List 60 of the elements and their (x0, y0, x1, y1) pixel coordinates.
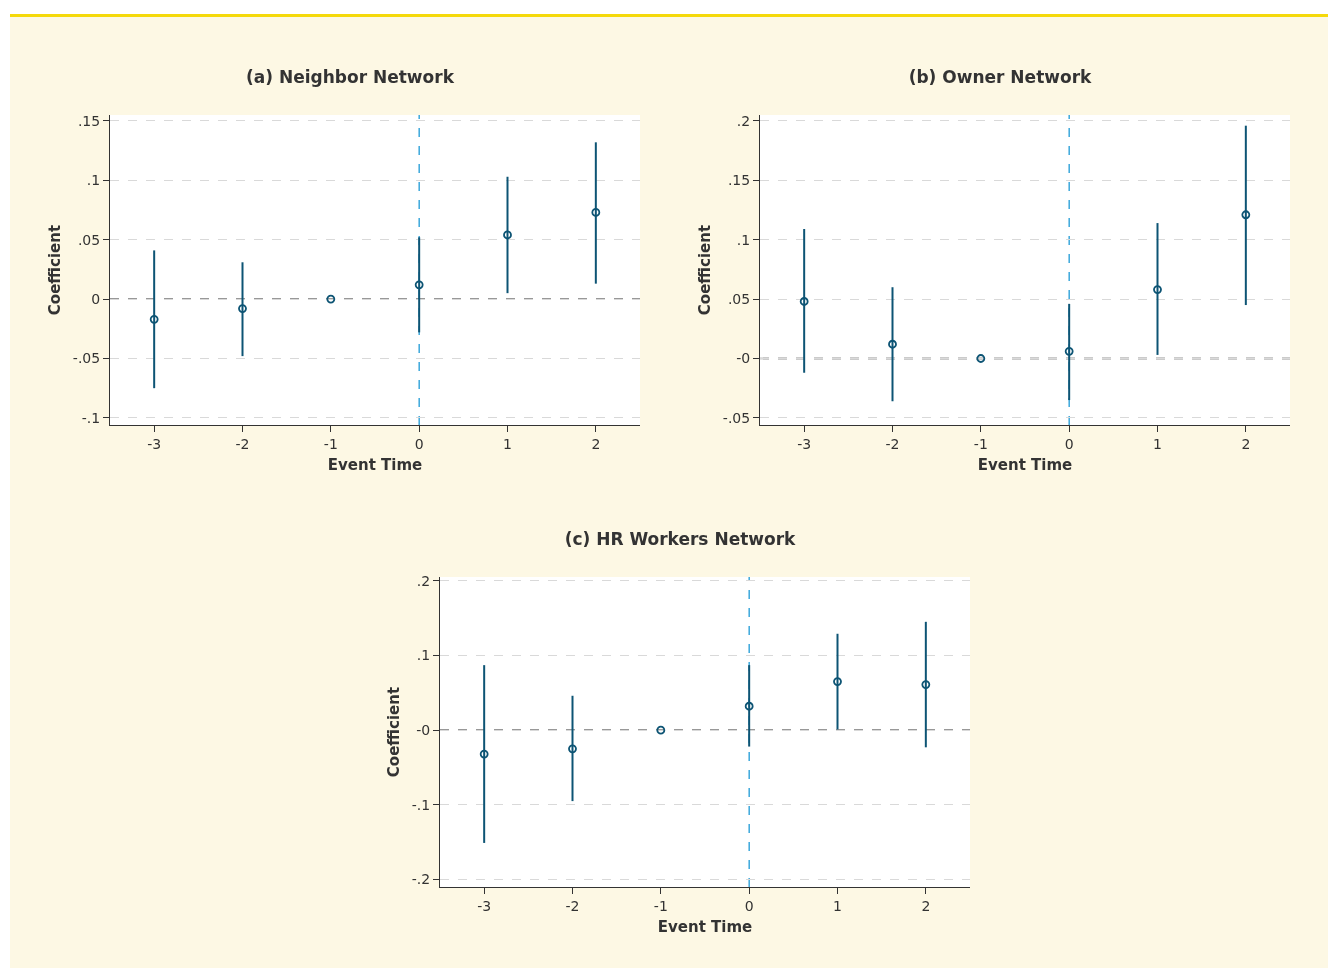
point (414, 280, 424, 290)
x-axis-title: Event Time (657, 917, 753, 936)
x-tick-label: -3 (797, 435, 812, 452)
x-tick-label: -1 (323, 435, 338, 452)
point (479, 749, 489, 759)
y-tick-label: .05 (77, 231, 101, 248)
x-axis-title: Event Time (977, 455, 1073, 474)
chart-title: (a) Neighbor Network (246, 67, 455, 88)
x-tick-label: -2 (235, 435, 250, 452)
x-tick-label: 2 (1241, 435, 1251, 452)
y-tick-label: -.2 (411, 871, 431, 888)
y-axis-title: Coefficient (385, 686, 404, 778)
point (1153, 285, 1162, 294)
point (568, 744, 577, 754)
y-tick-label: -.05 (722, 409, 751, 426)
x-tick-label: 2 (921, 897, 931, 914)
y-tick-label: .1 (416, 647, 431, 664)
y-tick-label: .15 (77, 112, 101, 129)
y-tick-label: .1 (86, 172, 101, 189)
point (921, 680, 931, 689)
y-tick-label: -.1 (81, 409, 101, 426)
y-tick-label: .2 (736, 112, 751, 129)
x-tick-label: -1 (653, 897, 668, 914)
y-tick-label: .15 (727, 172, 751, 189)
point (744, 701, 754, 711)
point (149, 314, 159, 324)
x-tick-label: -2 (885, 435, 900, 452)
x-tick-label: 1 (833, 897, 842, 914)
x-tick-label: 2 (591, 435, 601, 452)
chart-title: (c) HR Workers Network (564, 529, 797, 550)
point (326, 294, 336, 304)
x-tick-label: 1 (503, 435, 512, 452)
point (976, 354, 986, 363)
x-tick-label: 0 (1064, 435, 1074, 452)
y-tick-label: .1 (736, 231, 751, 248)
point (656, 725, 666, 735)
x-tick-label: 1 (1153, 435, 1162, 452)
point (1064, 346, 1074, 356)
y-tick-label: -0 (416, 722, 431, 739)
point (503, 230, 512, 240)
x-axis-title: Event Time (327, 455, 423, 474)
y-tick-label: 0 (91, 291, 101, 307)
x-tick-label: -1 (973, 435, 988, 452)
y-tick-label: -0 (736, 350, 751, 367)
y-tick-label: .05 (727, 291, 751, 307)
x-tick-label: -2 (565, 897, 580, 914)
y-axis-title: Coefficient (46, 224, 65, 316)
x-tick-label: -3 (147, 435, 162, 452)
point (799, 297, 809, 306)
y-tick-label: -.1 (411, 796, 431, 813)
point (833, 677, 842, 686)
y-tick-label: .2 (416, 572, 431, 589)
x-tick-label: -3 (477, 897, 492, 914)
chart-title: (b) Owner Network (908, 67, 1093, 88)
point (238, 304, 247, 313)
point (591, 207, 601, 217)
point (888, 339, 897, 349)
y-tick-label: -.05 (72, 350, 101, 367)
point (1241, 210, 1251, 220)
y-axis-title: Coefficient (696, 224, 715, 316)
